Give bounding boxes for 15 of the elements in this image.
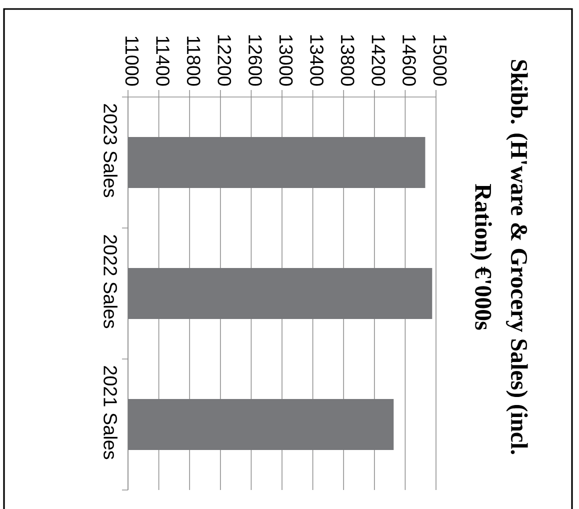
x-tick-label: 11000	[125, 36, 139, 86]
x-tick-label: 12600	[248, 35, 262, 86]
y-tick-label: 2021 Sales	[104, 366, 118, 460]
x-tick-label: 13000	[279, 35, 293, 86]
x-tick-label: 15000	[433, 35, 447, 86]
x-tick-label: 13800	[340, 35, 354, 86]
y-tick-label: 2023 Sales	[104, 104, 118, 198]
x-tick-label: 11400	[156, 36, 170, 86]
x-tick-label: 14200	[372, 35, 386, 86]
x-tick-label: 14600	[402, 35, 416, 86]
x-tick-label: 12200	[218, 35, 232, 86]
y-tick-label: 2022 Sales	[104, 235, 118, 328]
x-tick-label: 13400	[310, 35, 324, 86]
x-tick-label: 11800	[186, 36, 200, 86]
text: Skibb. (H'ware & Grocery Sales) (incl. Ration) €'000s	[470, 60, 528, 454]
